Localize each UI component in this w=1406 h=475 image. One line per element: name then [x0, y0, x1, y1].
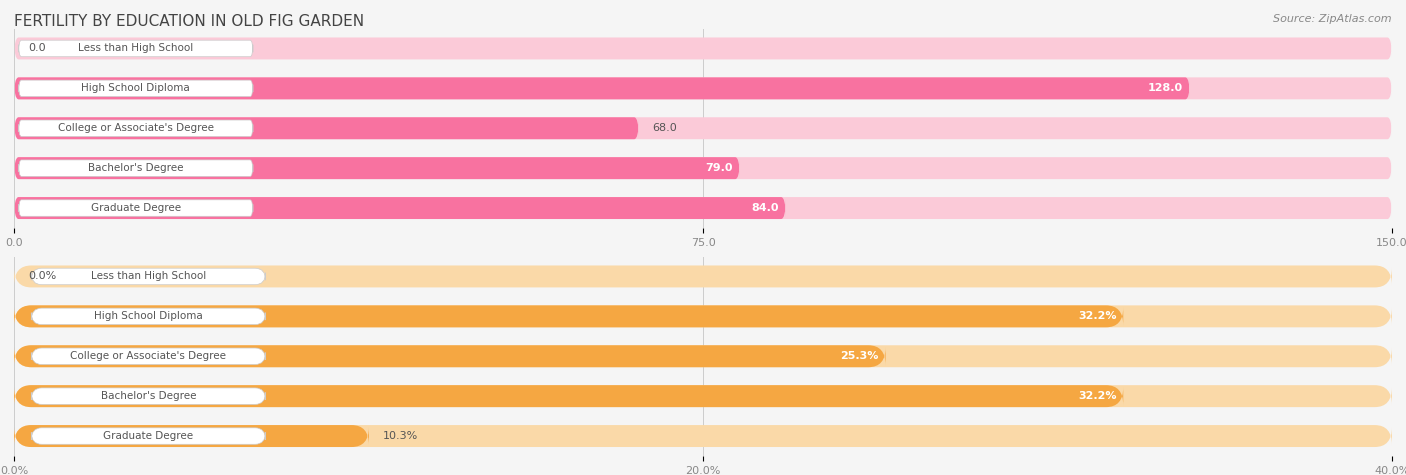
FancyBboxPatch shape: [14, 425, 1392, 447]
FancyBboxPatch shape: [31, 308, 266, 324]
FancyBboxPatch shape: [18, 120, 253, 136]
FancyBboxPatch shape: [14, 305, 1123, 327]
FancyBboxPatch shape: [14, 117, 638, 139]
FancyBboxPatch shape: [14, 117, 1392, 139]
FancyBboxPatch shape: [14, 385, 1392, 407]
Text: College or Associate's Degree: College or Associate's Degree: [70, 351, 226, 361]
FancyBboxPatch shape: [14, 157, 1392, 179]
Text: 0.0: 0.0: [28, 43, 45, 54]
FancyBboxPatch shape: [31, 348, 266, 364]
Text: College or Associate's Degree: College or Associate's Degree: [58, 123, 214, 133]
FancyBboxPatch shape: [14, 77, 1189, 99]
Text: 32.2%: 32.2%: [1078, 311, 1116, 322]
Text: Less than High School: Less than High School: [91, 271, 207, 282]
Text: Source: ZipAtlas.com: Source: ZipAtlas.com: [1274, 14, 1392, 24]
FancyBboxPatch shape: [14, 266, 1392, 287]
FancyBboxPatch shape: [14, 197, 1392, 219]
FancyBboxPatch shape: [14, 425, 368, 447]
Text: 128.0: 128.0: [1147, 83, 1182, 94]
Text: Less than High School: Less than High School: [79, 43, 194, 54]
FancyBboxPatch shape: [14, 197, 786, 219]
FancyBboxPatch shape: [31, 428, 266, 444]
Text: 79.0: 79.0: [706, 163, 733, 173]
FancyBboxPatch shape: [14, 385, 1123, 407]
Text: 84.0: 84.0: [751, 203, 779, 213]
Text: Bachelor's Degree: Bachelor's Degree: [101, 391, 197, 401]
FancyBboxPatch shape: [18, 200, 253, 216]
FancyBboxPatch shape: [31, 388, 266, 404]
FancyBboxPatch shape: [14, 157, 740, 179]
FancyBboxPatch shape: [14, 77, 1392, 99]
Text: Bachelor's Degree: Bachelor's Degree: [89, 163, 184, 173]
Text: 68.0: 68.0: [652, 123, 678, 133]
Text: Graduate Degree: Graduate Degree: [91, 203, 181, 213]
Text: 25.3%: 25.3%: [841, 351, 879, 361]
Text: 10.3%: 10.3%: [382, 431, 418, 441]
FancyBboxPatch shape: [18, 80, 253, 96]
Text: 32.2%: 32.2%: [1078, 391, 1116, 401]
Text: Graduate Degree: Graduate Degree: [103, 431, 194, 441]
Text: High School Diploma: High School Diploma: [94, 311, 202, 322]
FancyBboxPatch shape: [14, 305, 1392, 327]
Text: FERTILITY BY EDUCATION IN OLD FIG GARDEN: FERTILITY BY EDUCATION IN OLD FIG GARDEN: [14, 14, 364, 29]
FancyBboxPatch shape: [14, 345, 886, 367]
Text: 0.0%: 0.0%: [28, 271, 56, 282]
FancyBboxPatch shape: [31, 268, 266, 285]
FancyBboxPatch shape: [14, 345, 1392, 367]
Text: High School Diploma: High School Diploma: [82, 83, 190, 94]
FancyBboxPatch shape: [18, 40, 253, 57]
FancyBboxPatch shape: [14, 38, 1392, 59]
FancyBboxPatch shape: [18, 160, 253, 176]
